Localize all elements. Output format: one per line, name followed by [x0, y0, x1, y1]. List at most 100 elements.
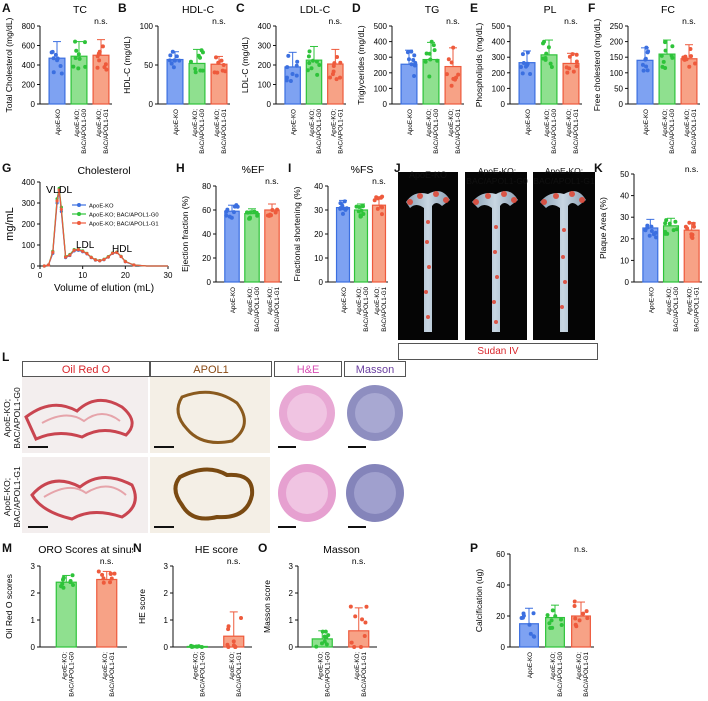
data-point-g0	[77, 56, 82, 61]
aorta-photo-g1	[533, 172, 595, 340]
chart-title: HE score	[195, 544, 238, 556]
col-header-masson-text: Masson	[355, 364, 395, 376]
data-point-g0	[663, 65, 668, 70]
legend-label-ko: ApoE-KO	[89, 204, 114, 210]
y-axis-label: HE score	[137, 589, 147, 624]
col-header-masson: Masson	[344, 361, 406, 377]
data-point-g1	[456, 72, 461, 77]
y-tick-label: 500	[492, 22, 506, 31]
data-point-g0	[317, 62, 322, 67]
ns-label: n.s.	[227, 556, 241, 566]
histo-oro-g1	[22, 457, 148, 533]
data-point-g1	[379, 212, 384, 217]
data-point-ko	[169, 61, 174, 66]
x-tick-label-line: BAC/APOL1-G1	[274, 286, 281, 331]
data-point-ko	[171, 65, 176, 70]
data-point-g1	[363, 620, 368, 625]
chart-title: PL	[544, 4, 557, 16]
data-point-g0	[189, 644, 194, 649]
data-point-g1	[332, 61, 337, 66]
x-tick-label: ApoE-KO;BAC/APOL1-G1	[374, 286, 388, 331]
data-point-ko	[53, 52, 58, 57]
data-point-ko	[285, 65, 290, 70]
data-point-g0	[663, 231, 668, 236]
data-point-g1	[687, 220, 692, 225]
y-axis-label: Oil Red O scores	[4, 574, 14, 639]
panel-letter-k: K	[594, 161, 603, 175]
y-tick-label: 0	[207, 278, 212, 287]
data-point-ko	[50, 49, 55, 54]
col-header-he: H&E	[274, 361, 342, 377]
data-point-g1	[574, 64, 579, 69]
row-label-g1: ApoE-KO; BAC/APOL1-G1	[2, 466, 22, 528]
data-point-ko	[649, 224, 654, 229]
ns-label: n.s.	[682, 16, 696, 26]
data-point-g1	[567, 54, 572, 59]
data-point-g0	[306, 54, 311, 59]
y-tick-label: 60	[496, 550, 505, 559]
series-point-g1	[57, 188, 61, 192]
bar-g0	[540, 54, 558, 105]
bar-g0	[353, 209, 369, 283]
data-point-g0	[193, 70, 198, 75]
panel-letter-m: M	[2, 541, 12, 555]
series-point-g1	[55, 199, 59, 203]
data-point-ko	[59, 71, 64, 76]
y-tick-label: 2	[164, 589, 169, 598]
y-tick-label: 200	[492, 69, 506, 78]
x-tick-label: ApoE-KO	[230, 287, 237, 313]
data-point-g1	[564, 65, 569, 70]
x-tick-label: ApoE-KO	[525, 109, 532, 135]
x-tick-label-line: ApoE-KO;	[566, 109, 573, 137]
data-point-g0	[82, 40, 87, 45]
x-tick-label: ApoE-KO;BAC/APOL1-G1	[102, 651, 116, 696]
ns-label: n.s.	[265, 176, 279, 186]
x-tick-label-line: ApoE-KO;	[576, 652, 583, 680]
x-tick-label: ApoE-KO;BAC/APOL1-G0	[192, 108, 206, 153]
data-point-g0	[61, 575, 66, 580]
x-tick-label-line: BAC/APOL1-G1	[583, 651, 590, 696]
x-tick-label-line: ApoE-KO;	[426, 109, 433, 137]
bar-g1	[96, 578, 118, 648]
data-point-g0	[73, 55, 78, 60]
data-point-ko	[51, 70, 56, 75]
data-point-g0	[359, 208, 364, 213]
chart-oro-scores: ORO Scores at sinus 0 1 2 3 Oil Red O scores A…	[4, 544, 133, 697]
y-axis-label: mg/mL	[4, 207, 16, 241]
col-header-oil-red-o: Oil Red O	[22, 361, 150, 377]
data-point-g1	[95, 65, 100, 70]
data-point-g1	[585, 616, 590, 621]
series-point-g1	[115, 250, 119, 254]
ns-label: n.s.	[94, 16, 108, 26]
data-point-g1	[334, 77, 339, 82]
x-tick-label-line: BAC/APOL1-G1	[573, 108, 580, 153]
panel-letter-i: I	[288, 161, 292, 175]
x-tick-label-line: ApoE-KO	[648, 287, 655, 313]
data-point-g0	[427, 74, 432, 79]
data-point-ko	[227, 214, 232, 219]
x-tick-label-line: BAC/APOL1-G1	[361, 651, 368, 696]
data-point-ko	[654, 235, 659, 240]
chart-tg: TG 0 100 200 300 400 500 Triglycerides (mg/dL) A…	[356, 4, 464, 154]
aorta-header-g1: ApoE-KO; BAC/APOL1-G1	[533, 166, 595, 186]
data-point-g0	[549, 65, 554, 70]
y-tick-label: 100	[374, 84, 388, 93]
data-point-ko	[527, 622, 532, 627]
col-header-apol1: APOL1	[150, 361, 272, 377]
panel-j-aorta-images	[396, 172, 600, 352]
panel-letter-c: C	[236, 1, 245, 15]
x-tick-label: ApoE-KO	[291, 109, 298, 135]
data-point-g1	[214, 55, 219, 60]
chart-title: FC	[661, 4, 675, 16]
x-tick-label-line: ApoE-KO;	[102, 652, 109, 680]
data-point-ko	[412, 53, 417, 58]
chart-title: Cholesterol	[77, 165, 130, 177]
x-tick-label: ApoE-KO;BAC/APOL1-G0	[309, 108, 323, 153]
data-point-g1	[216, 60, 221, 65]
data-point-g0	[663, 221, 668, 226]
bar-ko	[224, 210, 240, 283]
x-tick-label-line: ApoE-KO;	[330, 109, 337, 137]
y-tick-label: 400	[22, 178, 36, 187]
data-point-ko	[411, 58, 416, 63]
y-tick-label: 20	[202, 254, 211, 263]
